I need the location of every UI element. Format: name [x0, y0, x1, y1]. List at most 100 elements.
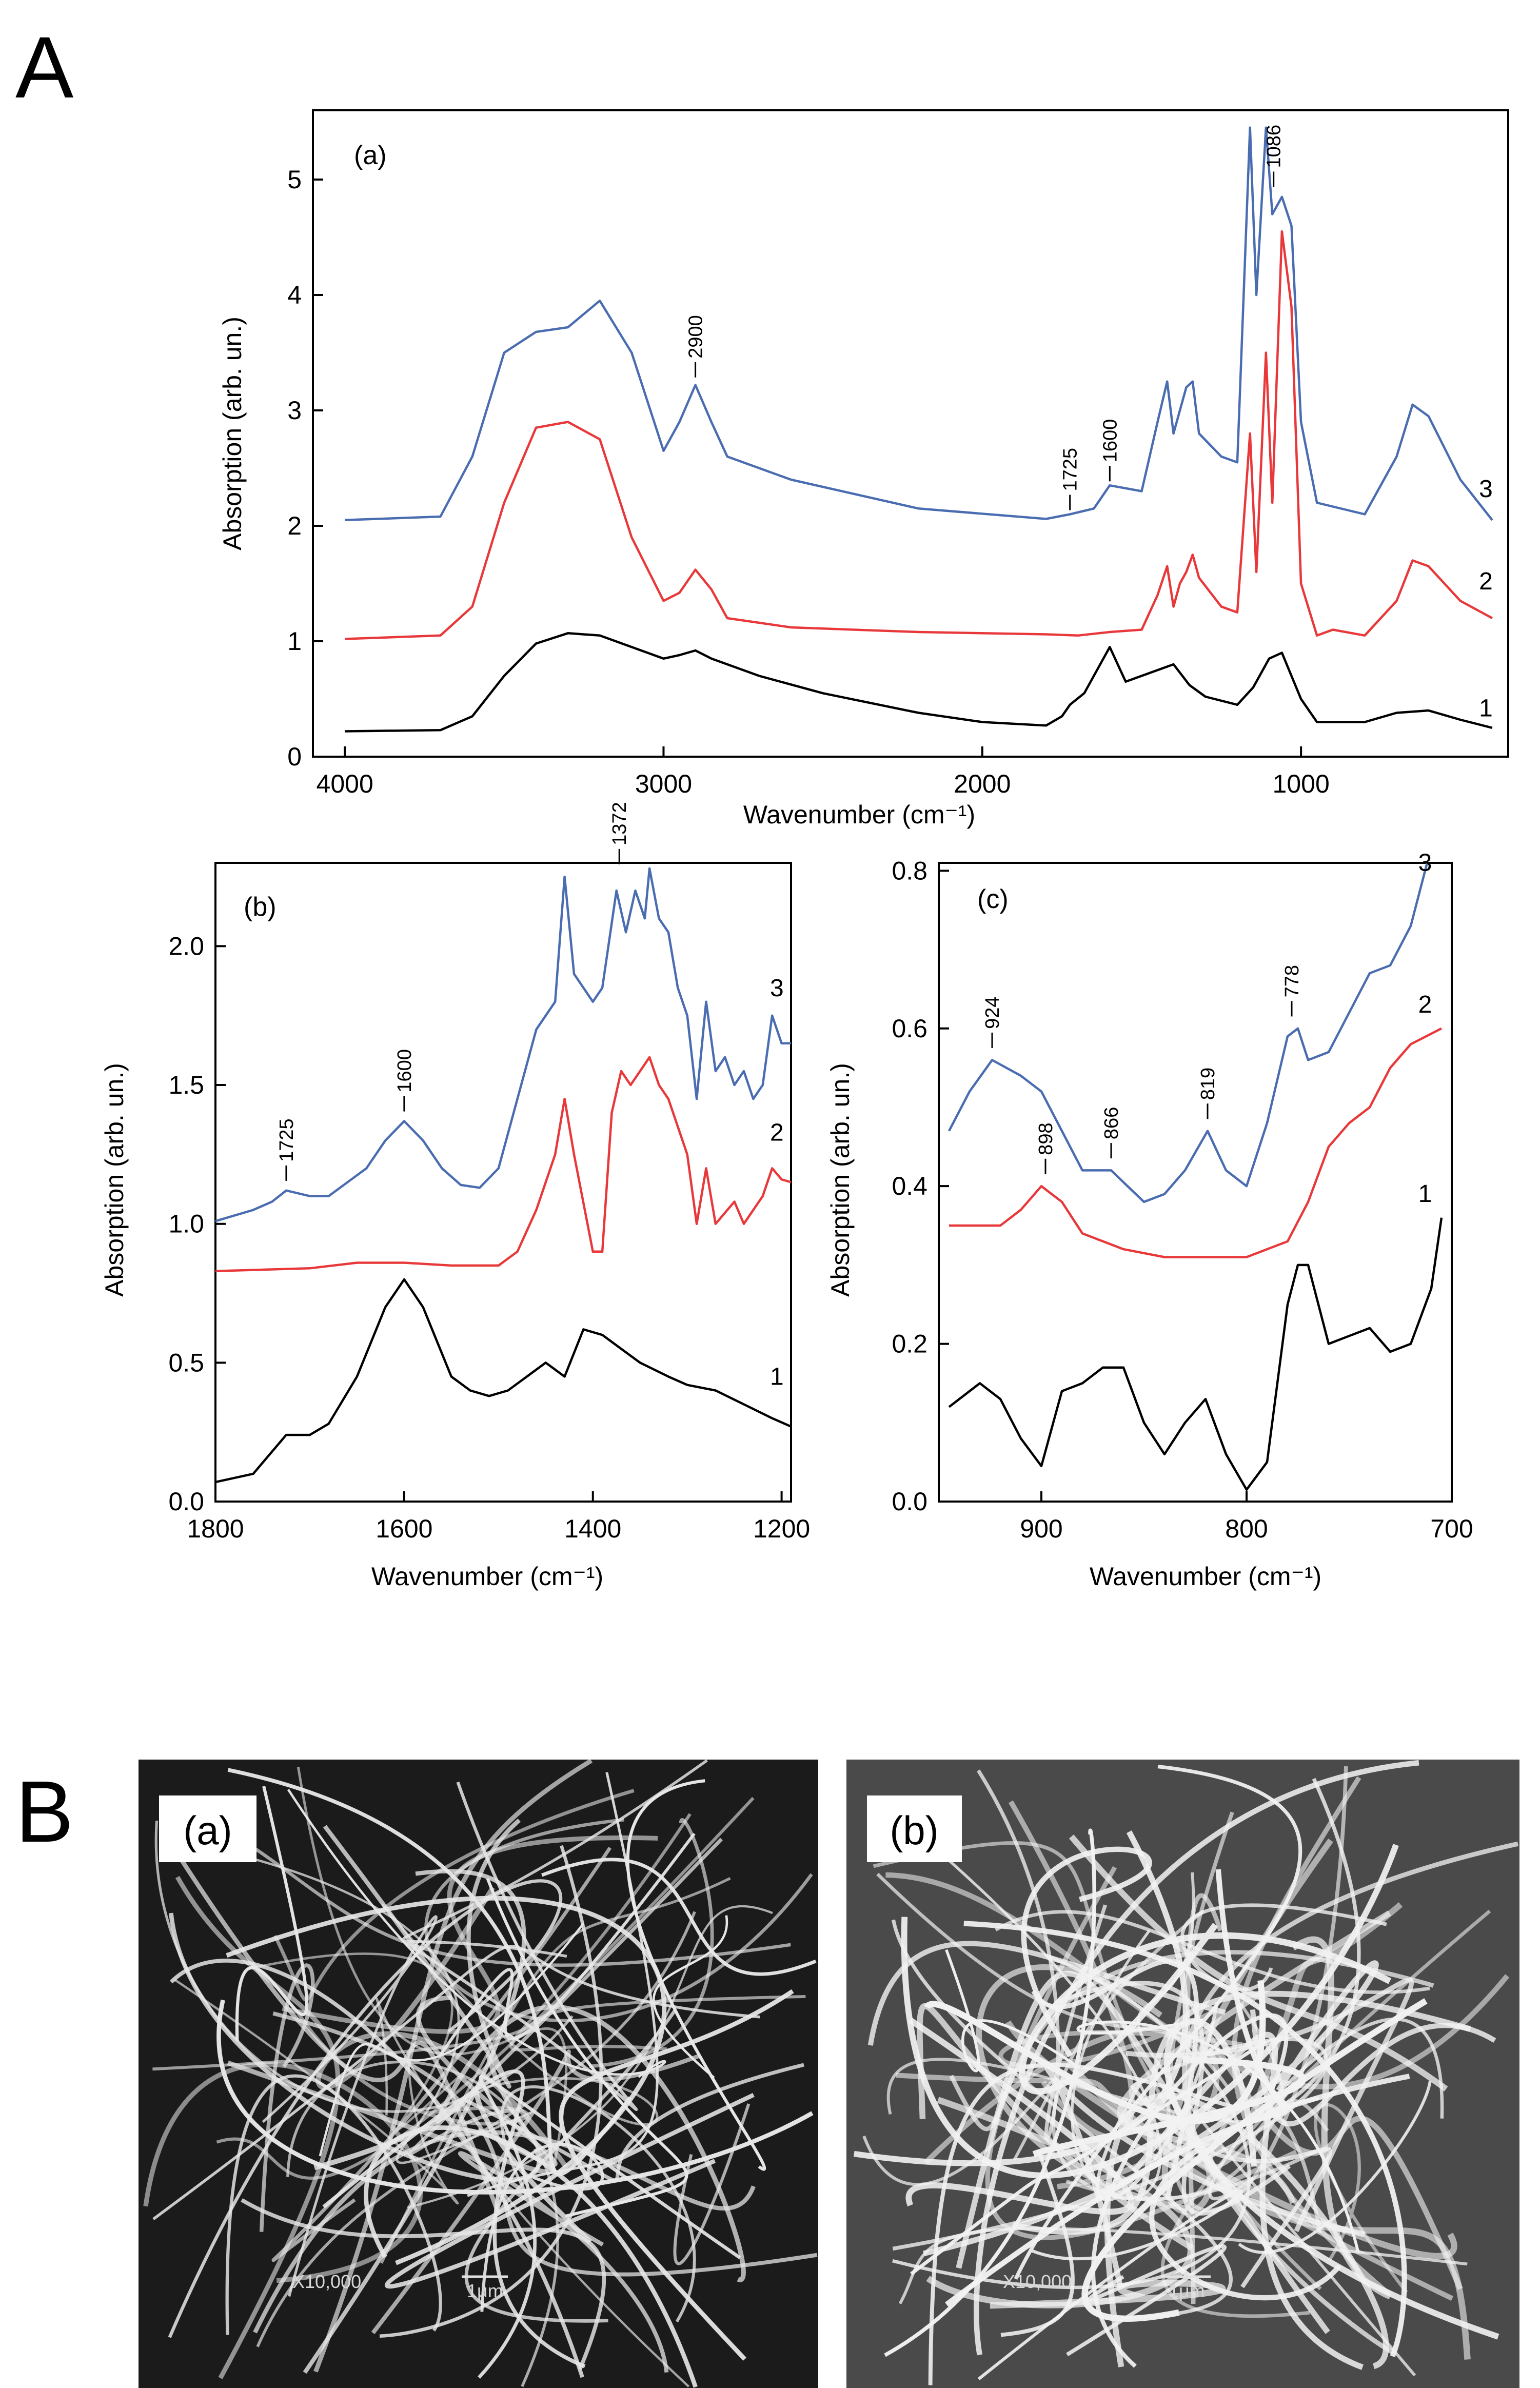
fiber	[673, 2103, 751, 2265]
chart-a: 4000 3000 2000 1000 0 1 2 3 4 5 2900 1725 1600 1086 1…	[218, 109, 1509, 829]
y-tick-label: 1.0	[168, 1210, 204, 1238]
fiber	[1314, 2103, 1408, 2294]
x-tick-label: 3000	[635, 769, 692, 798]
fiber	[201, 1814, 791, 1967]
chart-a-annotations: 2900 1725 1600 1086 1 2 3	[685, 125, 1493, 722]
fiber	[853, 1830, 1189, 2166]
peak-label-1725: 1725	[1060, 448, 1081, 491]
fiber	[891, 1919, 1233, 2320]
micrograph-b-label: (b)	[890, 1808, 938, 1853]
fiber	[995, 1910, 1430, 1995]
y-tick-label: 0.8	[892, 856, 927, 885]
fiber	[1066, 2244, 1227, 2357]
fiber	[1000, 2149, 1075, 2337]
fiber	[867, 1941, 1226, 2046]
fiber	[910, 2040, 1267, 2276]
peak-label-1600: 1600	[394, 1049, 416, 1093]
y-tick-label: 0.0	[892, 1487, 927, 1516]
peak-label-1086: 1086	[1263, 125, 1285, 168]
fiber	[154, 1820, 574, 2113]
peak-label-819: 819	[1197, 1068, 1219, 1100]
fiber	[249, 1952, 461, 2132]
peak-label-1600: 1600	[1099, 419, 1121, 463]
peak-label-866: 866	[1101, 1107, 1122, 1139]
chart-a-xlabel: Wavenumber (cm⁻¹)	[743, 800, 975, 829]
fiber	[480, 2142, 604, 2312]
fiber	[322, 2069, 586, 2369]
y-tick-label: 0	[287, 742, 302, 771]
fiber	[1186, 1893, 1223, 2304]
fiber	[405, 1781, 638, 2111]
fiber	[1081, 1998, 1428, 2322]
curve-number-3: 3	[1479, 476, 1493, 503]
series-3-line	[948, 862, 1429, 1203]
x-tick-label: 1800	[187, 1514, 244, 1543]
curve-number-2: 2	[1479, 568, 1493, 595]
micrograph-b-label-box	[867, 1795, 962, 1862]
fiber	[1005, 2020, 1457, 2259]
chart-b-ticks: 1800 1600 1400 1200 0.0 0.5 1.0 1.5 2.0	[168, 932, 810, 1543]
panel-letter-a: A	[15, 19, 74, 116]
chart-a-frame	[312, 109, 1509, 758]
chart-a-ticks: 4000 3000 2000 1000 0 1 2 3 4 5	[287, 165, 1330, 798]
peak-label-898: 898	[1035, 1122, 1057, 1155]
x-tick-label: 1200	[753, 1514, 810, 1543]
x-tick-label: 1600	[376, 1514, 432, 1543]
fiber	[380, 1877, 731, 2264]
peak-label-1725: 1725	[276, 1118, 298, 1162]
peak-label-924: 924	[982, 996, 1003, 1029]
y-tick-label: 0.5	[168, 1348, 204, 1377]
micrograph-b-fibers	[853, 1760, 1518, 2385]
chart-a-panel-label: (a)	[354, 141, 387, 170]
fiber	[1160, 1909, 1491, 2318]
micrograph-a-label-box	[159, 1795, 256, 1862]
chart-c-curves	[948, 862, 1443, 1491]
y-tick-label: 2	[287, 511, 302, 540]
fiber	[462, 2063, 804, 2182]
fiber	[885, 1872, 1510, 2089]
fiber	[928, 2062, 1238, 2385]
curve-number-1: 1	[1418, 1180, 1432, 1208]
y-tick-label: 4	[287, 281, 302, 309]
peak-label-1372: 1372	[609, 802, 630, 845]
fiber	[467, 1772, 659, 2197]
fiber	[152, 1945, 760, 2221]
x-tick-label: 800	[1225, 1514, 1268, 1543]
x-tick-label: 700	[1430, 1514, 1473, 1543]
series-3-line	[345, 126, 1493, 522]
chart-a-ylabel: Absorption (arb. un.)	[218, 317, 247, 550]
fiber	[884, 1828, 1096, 2357]
fiber	[541, 1858, 817, 1976]
fiber	[464, 2009, 677, 2323]
fiber	[402, 1760, 708, 1958]
fiber	[175, 1876, 341, 2379]
fiber	[1291, 1936, 1392, 2300]
micrograph-a-fibers	[143, 1760, 818, 2388]
curve-number-1: 1	[1479, 695, 1493, 722]
series-2-line	[345, 230, 1493, 640]
chart-c-ticks: 900 800 700 0.0 0.2 0.4 0.6 0.8	[892, 856, 1473, 1543]
curve-number-1: 1	[770, 1364, 784, 1391]
x-tick-label: 900	[1020, 1514, 1062, 1543]
fiber	[977, 2189, 1243, 2380]
chart-c: 900 800 700 0.0 0.2 0.4 0.6 0.8 924 898 866 819 778…	[826, 849, 1473, 1591]
chart-c-panel-label: (c)	[977, 884, 1009, 914]
series-2-line	[949, 1027, 1443, 1258]
fiber	[976, 1964, 1188, 2212]
fiber	[371, 2049, 700, 2335]
fiber	[896, 2073, 1454, 2301]
fiber	[1149, 2074, 1410, 2301]
fiber	[435, 2004, 746, 2282]
chart-b-curves	[215, 867, 792, 1484]
series-3-line	[215, 867, 791, 1222]
y-tick-label: 1.5	[168, 1071, 204, 1099]
peak-label-2900: 2900	[685, 315, 707, 359]
fiber	[917, 2003, 1193, 2251]
fiber	[227, 1768, 632, 2176]
y-tick-label: 0.0	[168, 1487, 204, 1516]
series-1-line	[215, 1278, 792, 1484]
fiber	[259, 1963, 315, 2232]
curve-number-2: 2	[1418, 991, 1432, 1018]
chart-c-frame	[938, 862, 1453, 1503]
